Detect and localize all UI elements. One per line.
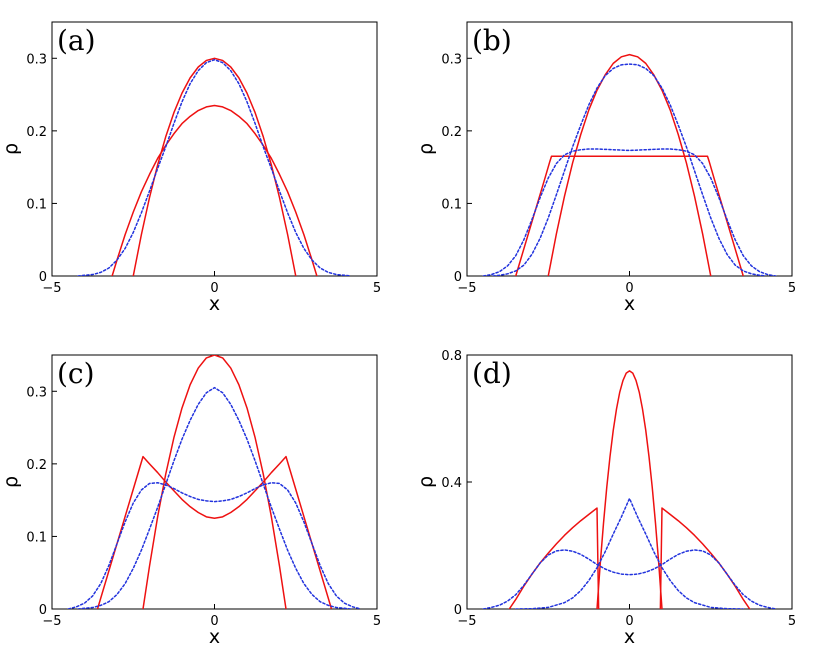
y-axis-label: ρ: [415, 476, 437, 488]
series-group: [67, 355, 362, 609]
dotted-series-line: [515, 497, 744, 609]
y-tick-label: 0: [39, 270, 47, 285]
y-axis-label: ρ: [0, 143, 22, 155]
x-axis-label: x: [209, 626, 220, 648]
panel-label: (c): [57, 357, 95, 390]
y-tick-label: 0.3: [26, 385, 47, 400]
x-tick-label: 5: [373, 281, 381, 296]
series-group: [482, 53, 777, 276]
x-tick-label: −5: [457, 281, 476, 296]
panel-2: −5 0 500.10.20.3xρ(b): [415, 21, 796, 315]
solid-series-line: [515, 155, 744, 276]
solid-series-line: [142, 355, 287, 609]
dotted-series-line: [482, 549, 777, 609]
solid-series-line: [547, 53, 712, 276]
plot-frame: [466, 354, 793, 610]
solid-series-line: [132, 57, 297, 276]
y-tick-label: 0: [454, 603, 462, 618]
x-tick-label: −5: [457, 614, 476, 629]
y-tick-label: 0: [454, 270, 462, 285]
dotted-series-line: [77, 386, 352, 609]
panel-1: −5 0 500.10.20.3xρ(a): [0, 21, 381, 315]
panel-label: (d): [472, 357, 512, 390]
solid-series-line: [596, 370, 663, 609]
x-axis-label: x: [624, 293, 635, 315]
y-tick-label: 0.2: [26, 125, 47, 140]
solid-series-line: [659, 507, 751, 609]
y-tick-label: 0: [39, 603, 47, 618]
x-tick-label: −5: [42, 614, 61, 629]
x-tick-label: 0: [210, 614, 218, 629]
y-tick-label: 0.2: [441, 125, 462, 140]
x-axis-label: x: [209, 293, 220, 315]
x-tick-label: 0: [625, 281, 633, 296]
dotted-series-line: [67, 481, 362, 609]
x-tick-label: 0: [210, 281, 218, 296]
dotted-series-line: [492, 63, 767, 276]
panel-4: −5 0 500.40.8xρ(d): [415, 349, 796, 648]
solid-series-line: [96, 455, 333, 609]
x-tick-label: 5: [373, 614, 381, 629]
y-tick-label: 0.1: [26, 530, 47, 545]
y-tick-label: 0.4: [441, 476, 462, 491]
x-axis-label: x: [624, 626, 635, 648]
x-tick-label: 5: [788, 281, 796, 296]
y-axis-label: ρ: [0, 476, 22, 488]
series-group: [482, 370, 777, 609]
solid-series-line: [111, 104, 318, 276]
x-tick-label: 0: [625, 614, 633, 629]
x-tick-label: −5: [42, 281, 61, 296]
plot-frame: [51, 354, 378, 610]
panel-label: (b): [472, 24, 512, 57]
series-group: [77, 57, 352, 276]
y-tick-label: 0.8: [441, 349, 462, 364]
y-tick-label: 0.1: [26, 197, 47, 212]
plot-frame: [466, 21, 793, 277]
y-tick-label: 0.1: [441, 197, 462, 212]
x-tick-label: 5: [788, 614, 796, 629]
dotted-series-line: [482, 148, 777, 276]
solid-series-line: [508, 507, 600, 609]
dotted-series-line: [77, 58, 352, 276]
panel-3: −5 0 500.10.20.3xρ(c): [0, 354, 381, 648]
y-tick-label: 0.3: [441, 52, 462, 67]
y-axis-label: ρ: [415, 143, 437, 155]
panel-label: (a): [57, 24, 96, 57]
y-tick-label: 0.2: [26, 458, 47, 473]
y-tick-label: 0.3: [26, 52, 47, 67]
